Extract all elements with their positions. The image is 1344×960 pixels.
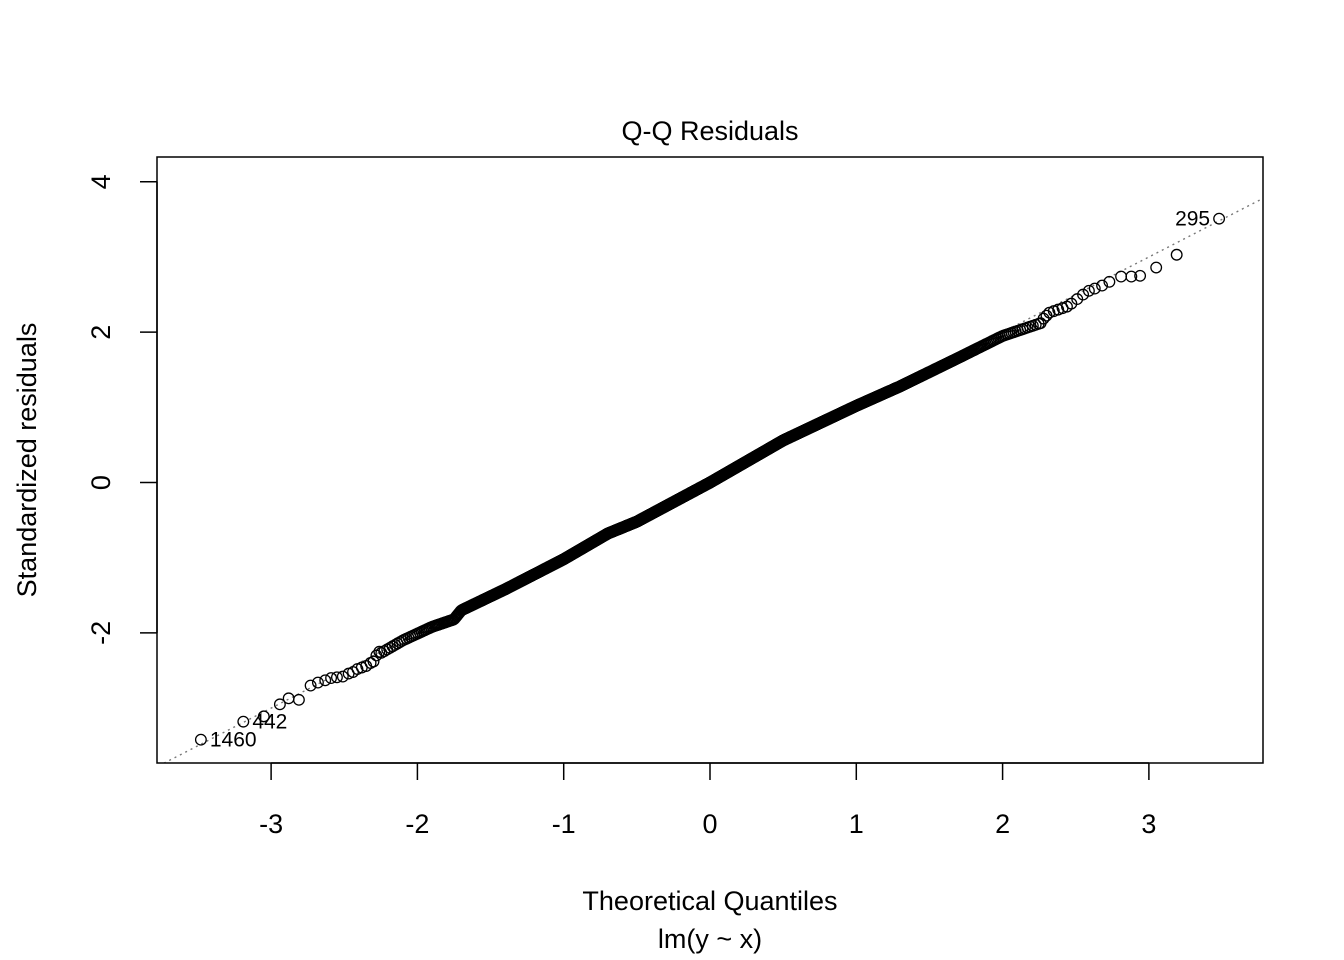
- data-point: [194, 733, 207, 746]
- x-tick-label: -3: [259, 809, 283, 839]
- data-point: [370, 649, 383, 662]
- data-point: [1115, 270, 1128, 283]
- y-axis-label: Standardized residuals: [12, 323, 42, 598]
- data-point: [325, 672, 338, 684]
- data-point: [257, 710, 270, 723]
- x-tick-label: 1: [849, 809, 864, 839]
- x-axis-subtitle: lm(y ~ x): [658, 924, 762, 954]
- data-point: [273, 698, 286, 711]
- data-point: [1134, 269, 1147, 282]
- data-point: [311, 676, 324, 689]
- data-point: [1088, 282, 1101, 295]
- x-axis-label: Theoretical Quantiles: [582, 886, 837, 916]
- data-point: [292, 693, 305, 706]
- data-point: [330, 671, 343, 684]
- data-point: [1125, 270, 1138, 283]
- data-point: [1213, 212, 1226, 225]
- outlier-label: 442: [252, 711, 287, 734]
- data-point: [282, 692, 295, 705]
- x-tick-label: -1: [552, 809, 576, 839]
- data-point: [1103, 275, 1116, 288]
- data-point: [1077, 288, 1090, 301]
- x-tick-label: 0: [702, 809, 717, 839]
- data-point: [336, 670, 349, 683]
- y-tick-label: 4: [86, 174, 116, 189]
- data-point: [1170, 248, 1183, 261]
- data-point: [319, 674, 332, 687]
- data-point: [1096, 279, 1109, 292]
- x-tick-label: 2: [995, 809, 1010, 839]
- outlier-label: 1460: [210, 729, 257, 752]
- outlier-label: 295: [1175, 208, 1210, 231]
- data-point: [304, 679, 317, 692]
- data-point: [1082, 284, 1095, 297]
- plot-frame: [156, 156, 1264, 764]
- x-tick-label: -2: [405, 809, 429, 839]
- points-layer: [194, 212, 1226, 746]
- data-point: [373, 645, 386, 658]
- y-tick-label: 0: [86, 475, 116, 490]
- y-tick-label: 2: [86, 325, 116, 340]
- data-point: [237, 715, 250, 728]
- chart-title: Q-Q Residuals: [621, 116, 798, 146]
- x-axis: -3 -2 -1 0 1 2 3: [259, 762, 1156, 839]
- data-point: [1150, 261, 1163, 274]
- data-point: [367, 655, 380, 668]
- x-tick-label: 3: [1141, 809, 1156, 839]
- y-axis: -2 0 2 4: [86, 174, 158, 645]
- y-tick-label: -2: [86, 621, 116, 645]
